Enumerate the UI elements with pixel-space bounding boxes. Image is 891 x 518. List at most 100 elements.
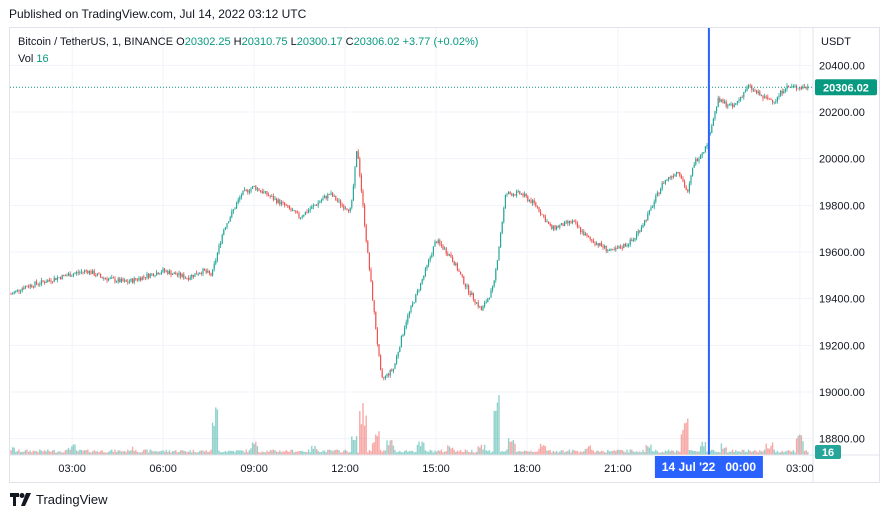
volume-bar: [456, 450, 459, 455]
volume-bar: [624, 452, 627, 455]
volume-bar: [747, 449, 750, 455]
volume-bar: [263, 452, 265, 455]
volume-bar: [704, 441, 707, 455]
candle-body: [298, 213, 300, 218]
candle-body: [588, 236, 590, 238]
volume-bar: [303, 451, 305, 455]
volume-bar: [480, 444, 483, 455]
volume-bar: [696, 451, 699, 455]
chart-frame[interactable]: [9, 27, 880, 483]
candle-body: [663, 183, 665, 184]
candle-body: [72, 274, 74, 276]
volume-bar: [757, 452, 759, 455]
volume-bar: [167, 451, 169, 455]
candle-body: [101, 276, 103, 279]
candle-body: [591, 239, 593, 241]
candle-body: [677, 172, 679, 173]
candle-body: [37, 283, 39, 285]
candle-body: [136, 279, 138, 281]
candle-body: [218, 245, 220, 253]
candle-body: [207, 270, 209, 273]
candle-body: [493, 280, 495, 287]
candle-body: [640, 227, 642, 232]
volume-bar: [271, 450, 273, 455]
candle-body: [328, 194, 330, 195]
volume-bar: [650, 444, 652, 455]
candle-body: [500, 233, 502, 247]
candle-body: [436, 241, 438, 243]
volume-bar: [791, 451, 793, 455]
candle-body: [527, 196, 529, 201]
candle-body: [735, 103, 737, 105]
candle-body: [538, 207, 540, 212]
volume-bar: [711, 449, 713, 455]
volume-bar: [643, 452, 646, 455]
candle-body: [226, 223, 228, 228]
candle-body: [399, 347, 401, 353]
symbol-title[interactable]: Bitcoin / TetherUS, 1, BINANCE: [18, 36, 174, 48]
candle-body: [141, 276, 143, 281]
volume-bar: [512, 440, 515, 455]
candle-body: [210, 273, 212, 276]
candle-body: [573, 220, 575, 222]
volume-bar: [74, 444, 76, 455]
candle-body: [45, 282, 47, 284]
volume-bar: [210, 449, 212, 455]
candle-body: [658, 192, 660, 194]
candle-body: [95, 275, 97, 277]
volume-bar: [365, 415, 367, 455]
candle-body: [271, 196, 273, 197]
volume-bar: [91, 451, 94, 455]
volume-bar: [226, 452, 228, 455]
volume-bar: [431, 450, 433, 455]
candle-body: [752, 89, 754, 91]
volume-bar: [195, 452, 198, 455]
candle-body: [172, 273, 174, 275]
candle-body: [272, 196, 274, 200]
volume-bar: [773, 449, 775, 455]
candle-body: [464, 284, 466, 287]
candle-body: [476, 302, 478, 304]
candle-body: [66, 275, 68, 277]
tradingview-logo[interactable]: TradingView: [10, 492, 108, 507]
volume-bar: [63, 452, 65, 455]
volume-bar: [66, 449, 68, 455]
time-tick-label: 12:00: [331, 463, 359, 475]
candle-body: [717, 98, 719, 107]
volume-bar: [799, 434, 801, 455]
volume-bar: [175, 450, 177, 455]
candle-body: [703, 152, 705, 154]
candle-body: [740, 96, 742, 100]
volume-bar: [88, 452, 91, 455]
candle-body: [351, 200, 353, 208]
volume-bar: [261, 451, 263, 455]
volume-bar: [378, 431, 380, 455]
volume-bar: [767, 448, 769, 455]
volume-bar: [587, 446, 590, 455]
volume-bar: [511, 441, 513, 455]
volume-bar: [787, 450, 790, 455]
volume-bar: [237, 450, 239, 455]
candle-body: [356, 151, 358, 168]
volume-bar: [499, 451, 502, 455]
volume-bar: [795, 438, 798, 455]
candle-body: [208, 270, 210, 274]
volume-bar: [327, 449, 329, 455]
candle-body: [428, 260, 430, 265]
volume-bar: [82, 450, 84, 455]
volume-bar: [37, 452, 39, 455]
candle-body: [212, 269, 214, 276]
high-value: 20310.75: [241, 36, 288, 48]
candle-body: [757, 91, 759, 94]
volume-bar: [375, 434, 377, 455]
volume-bar: [99, 450, 102, 455]
candle-body: [386, 373, 388, 376]
volume-label[interactable]: Vol: [18, 53, 34, 65]
candle-body: [416, 290, 418, 295]
candle-body: [607, 250, 609, 252]
volume-bar: [743, 449, 745, 455]
volume-bar: [282, 451, 284, 455]
volume-bar: [464, 449, 467, 455]
volume-bar: [594, 452, 596, 455]
